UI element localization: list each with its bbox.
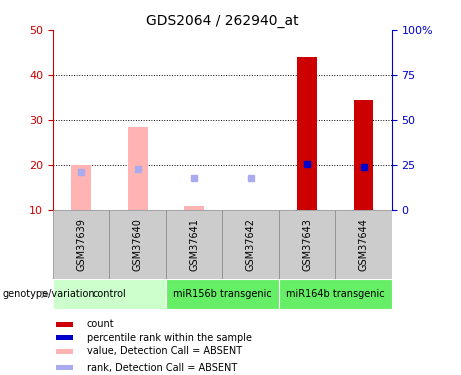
Bar xyxy=(166,210,222,279)
Bar xyxy=(56,349,73,354)
Bar xyxy=(71,165,91,210)
Bar xyxy=(166,279,279,309)
Bar xyxy=(222,210,279,279)
Bar xyxy=(53,210,110,279)
Text: GSM37639: GSM37639 xyxy=(76,218,86,271)
Bar xyxy=(354,100,373,210)
Title: GDS2064 / 262940_at: GDS2064 / 262940_at xyxy=(146,13,299,28)
Bar xyxy=(279,279,392,309)
Bar xyxy=(53,279,166,309)
Bar xyxy=(336,210,392,279)
Bar xyxy=(128,127,148,210)
Bar xyxy=(184,206,204,210)
Text: rank, Detection Call = ABSENT: rank, Detection Call = ABSENT xyxy=(87,363,237,373)
Bar xyxy=(56,322,73,327)
Text: GSM37642: GSM37642 xyxy=(246,218,256,271)
Text: genotype/variation: genotype/variation xyxy=(2,290,95,299)
Text: miR156b transgenic: miR156b transgenic xyxy=(173,290,272,299)
Text: GSM37643: GSM37643 xyxy=(302,218,312,271)
Bar xyxy=(56,365,73,370)
Text: GSM37640: GSM37640 xyxy=(133,218,143,271)
Text: miR164b transgenic: miR164b transgenic xyxy=(286,290,384,299)
Bar xyxy=(297,57,317,210)
Text: count: count xyxy=(87,319,114,329)
Bar xyxy=(279,210,336,279)
Text: percentile rank within the sample: percentile rank within the sample xyxy=(87,333,252,343)
Text: GSM37641: GSM37641 xyxy=(189,218,199,271)
Bar xyxy=(110,210,166,279)
Text: GSM37644: GSM37644 xyxy=(359,218,369,271)
Text: value, Detection Call = ABSENT: value, Detection Call = ABSENT xyxy=(87,346,242,357)
Bar xyxy=(56,335,73,340)
Text: control: control xyxy=(93,290,126,299)
